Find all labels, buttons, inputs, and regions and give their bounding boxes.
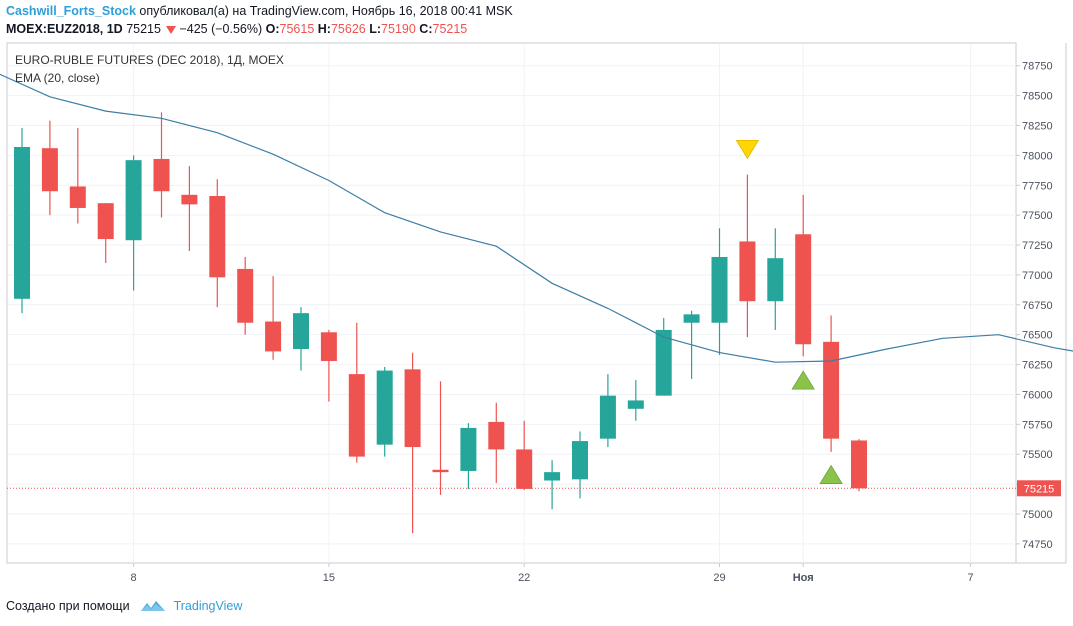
change-value: −425 (−0.56%) — [179, 22, 263, 36]
ema-indicator-label[interactable]: EMA (20, close) — [15, 71, 100, 85]
candle-body[interactable] — [460, 427, 477, 471]
y-tick-label: 76000 — [1022, 389, 1053, 401]
tradingview-logo-icon — [140, 601, 165, 611]
chart-title: EURO-RUBLE FUTURES (DEC 2018), 1Д, MOEX — [15, 53, 284, 67]
footer: Создано при помощи TradingView — [6, 599, 242, 613]
y-tick-label: 76250 — [1022, 360, 1053, 372]
last-price: 75215 — [126, 22, 161, 36]
candle-body[interactable] — [265, 321, 282, 352]
symbol-label: MOEX:EUZ2018, 1D — [6, 22, 123, 36]
candle-body[interactable] — [404, 369, 421, 448]
published-text: опубликовал(а) на TradingView.com, Ноябр… — [139, 4, 513, 18]
candle-body[interactable] — [348, 374, 365, 457]
candle-body[interactable] — [432, 469, 449, 473]
y-tick-label: 77500 — [1022, 210, 1053, 222]
candle-body[interactable] — [14, 147, 30, 299]
author-link[interactable]: Cashwill_Forts_Stock — [6, 4, 136, 18]
candle-body[interactable] — [739, 241, 756, 302]
x-tick-label: 15 — [323, 572, 335, 584]
candle-body[interactable] — [153, 158, 170, 192]
y-tick-label: 78750 — [1022, 61, 1053, 73]
last-price-label: 75215 — [1024, 483, 1055, 495]
ohlc-line: MOEX:EUZ2018, 1D 75215 −425 (−0.56%) O:7… — [6, 22, 467, 36]
high-value: 75626 — [330, 22, 366, 36]
candle-body[interactable] — [125, 160, 142, 241]
candle-body[interactable] — [320, 332, 337, 361]
candle-body[interactable] — [376, 370, 393, 445]
plot-area[interactable] — [6, 42, 1017, 564]
low-label: L: — [369, 22, 382, 36]
candle-body[interactable] — [627, 400, 644, 409]
candle-body[interactable] — [851, 440, 867, 489]
candle-body[interactable] — [237, 268, 254, 323]
candle-body[interactable] — [599, 395, 616, 439]
x-tick-label: 22 — [518, 572, 530, 584]
candle-body[interactable] — [516, 449, 533, 489]
publish-info: Cashwill_Forts_Stock опубликовал(а) на T… — [6, 4, 513, 18]
candle-body[interactable] — [711, 256, 728, 323]
x-tick-label: Ноя — [793, 572, 814, 584]
x-tick-label: 7 — [968, 572, 974, 584]
candle-body[interactable] — [683, 314, 700, 323]
candle-body[interactable] — [209, 196, 226, 278]
close-value: 75215 — [432, 22, 468, 36]
candle-body[interactable] — [795, 234, 812, 345]
candle-body[interactable] — [41, 148, 58, 192]
ema-line — [0, 73, 1073, 363]
y-tick-label: 77250 — [1022, 240, 1053, 252]
buy-signal-marker — [819, 464, 843, 484]
y-tick-label: 77750 — [1022, 180, 1053, 192]
candle-body[interactable] — [488, 421, 505, 450]
candle-body[interactable] — [572, 441, 588, 480]
open-label: O: — [265, 22, 280, 36]
y-tick-label: 78500 — [1022, 91, 1053, 103]
y-tick-label: 75750 — [1022, 419, 1053, 431]
x-tick-label: 8 — [131, 572, 137, 584]
candle-body[interactable] — [293, 313, 309, 350]
candle-body[interactable] — [767, 258, 784, 302]
sell-signal-marker — [735, 139, 760, 160]
open-value: 75615 — [279, 22, 315, 36]
candle-body[interactable] — [69, 186, 86, 208]
y-tick-label: 76500 — [1022, 330, 1053, 342]
candle-body[interactable] — [655, 329, 672, 396]
buy-signal-marker — [791, 370, 815, 390]
y-tick-label: 75000 — [1022, 509, 1053, 521]
candle-body[interactable] — [181, 194, 198, 205]
high-label: H: — [317, 22, 331, 36]
y-tick-label: 78250 — [1022, 120, 1053, 132]
y-tick-label: 75500 — [1022, 449, 1053, 461]
y-tick-label: 77000 — [1022, 270, 1053, 282]
last-price-badge — [1017, 480, 1061, 497]
candle-body[interactable] — [823, 341, 840, 439]
created-with-text: Создано при помощи — [6, 599, 130, 613]
y-tick-label: 74750 — [1022, 539, 1053, 551]
low-value: 75190 — [381, 22, 416, 36]
y-tick-label: 76750 — [1022, 300, 1053, 312]
x-tick-label: 29 — [713, 572, 725, 584]
candle-body[interactable] — [544, 472, 561, 481]
close-label: C: — [419, 22, 433, 36]
candle-body[interactable] — [97, 203, 114, 240]
y-tick-label: 78000 — [1022, 150, 1053, 162]
tradingview-brand[interactable]: TradingView — [173, 599, 243, 613]
down-arrow-icon — [166, 25, 177, 34]
